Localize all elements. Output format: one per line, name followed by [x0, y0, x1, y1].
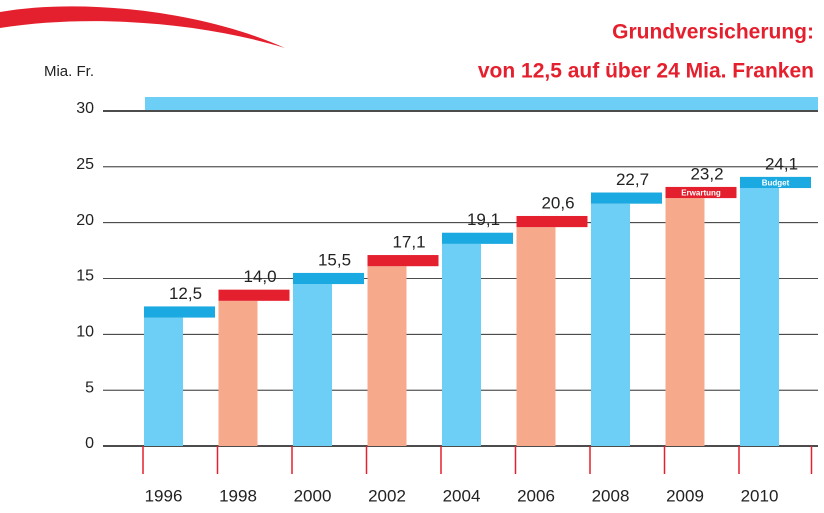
bar-cap [368, 255, 439, 266]
bar [442, 244, 481, 446]
bar [517, 227, 556, 446]
bar-cap [517, 216, 588, 227]
bar-cap [591, 193, 662, 204]
x-tick-label: 2002 [368, 486, 406, 505]
x-tick-label: 1996 [145, 486, 183, 505]
value-label: 12,5 [169, 284, 202, 303]
decor-band [145, 97, 818, 110]
bar-cap [219, 290, 290, 301]
bar [144, 318, 183, 446]
x-tick-label: 1998 [219, 486, 257, 505]
x-tick-label: 2008 [592, 486, 630, 505]
value-label: 23,2 [690, 164, 723, 183]
x-tick-label: 2010 [741, 486, 779, 505]
value-label: 14,0 [243, 267, 276, 286]
value-label: 15,5 [318, 250, 351, 269]
bar-cap [144, 306, 215, 317]
value-label: 24,1 [765, 154, 798, 173]
value-label: 20,6 [541, 193, 574, 212]
y-tick-label: 25 [76, 156, 94, 173]
x-tick-label: 2009 [666, 486, 704, 505]
bar [591, 204, 630, 446]
bar [740, 188, 779, 446]
bar-cap [442, 233, 513, 244]
chart: Grundversicherung: von 12,5 auf über 24 … [0, 0, 824, 508]
bar [219, 301, 258, 446]
x-tick-label: 2004 [443, 486, 481, 505]
bar [666, 198, 705, 446]
y-tick-label: 20 [76, 212, 94, 229]
y-tick-label: 15 [76, 268, 94, 285]
y-tick-label: 0 [85, 435, 94, 452]
y-tick-label: 30 [76, 100, 94, 117]
chart-title: Grundversicherung: [612, 21, 814, 44]
value-label: 22,7 [616, 170, 649, 189]
x-tick-label: 2000 [294, 486, 332, 505]
y-axis-label: Mia. Fr. [44, 63, 94, 80]
bar [368, 266, 407, 446]
value-label: 19,1 [467, 210, 500, 229]
decor-swoosh [0, 6, 285, 48]
bar-note: Erwartung [681, 189, 721, 198]
y-tick-label: 5 [85, 379, 94, 396]
bar-cap [293, 273, 364, 284]
x-tick-label: 2006 [517, 486, 555, 505]
y-tick-label: 10 [76, 324, 94, 341]
chart-title: von 12,5 auf über 24 Mia. Franken [478, 60, 814, 83]
value-label: 17,1 [392, 233, 425, 252]
bar [293, 284, 332, 446]
bar-note: Budget [762, 179, 790, 188]
